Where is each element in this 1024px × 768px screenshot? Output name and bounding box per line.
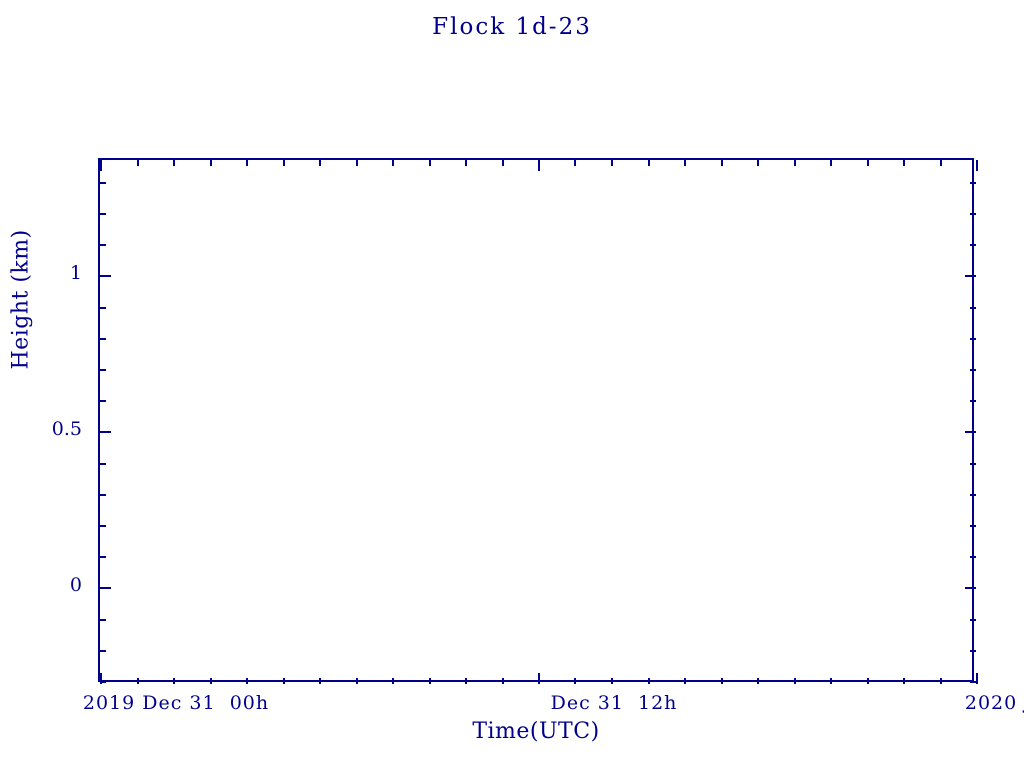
y-minor-tick (970, 338, 976, 340)
x-minor-tick (867, 160, 869, 166)
x-minor-tick (757, 160, 759, 166)
x-minor-tick (940, 678, 942, 684)
y-minor-tick (970, 369, 976, 371)
x-minor-tick (611, 160, 613, 166)
y-minor-tick (970, 619, 976, 621)
x-minor-tick (794, 160, 796, 166)
x-minor-tick (757, 678, 759, 684)
x-minor-tick (611, 678, 613, 684)
x-tick-label: 2020 Jan 1 00h (964, 692, 1018, 714)
plot-frame (98, 158, 978, 684)
x-major-tick (100, 160, 102, 171)
x-minor-tick (648, 678, 650, 684)
x-minor-tick (392, 160, 394, 166)
x-minor-tick (502, 160, 504, 166)
y-minor-tick (100, 494, 106, 496)
x-tick-label: Dec 31 12h (550, 692, 678, 714)
x-minor-tick (137, 678, 139, 684)
x-minor-tick (319, 678, 321, 684)
x-minor-tick (246, 678, 248, 684)
x-axis-title: Time(UTC) (472, 719, 600, 744)
y-minor-tick (970, 650, 976, 652)
y-tick-label: 1 (69, 262, 82, 285)
y-minor-tick (100, 213, 106, 215)
x-minor-tick (429, 678, 431, 684)
y-major-tick (100, 587, 111, 589)
x-minor-tick (137, 160, 139, 166)
y-minor-tick (100, 619, 106, 621)
y-major-tick (965, 587, 976, 589)
x-minor-tick (319, 160, 321, 166)
x-minor-tick (465, 160, 467, 166)
x-minor-tick (684, 678, 686, 684)
y-major-tick (965, 275, 976, 277)
y-minor-tick (100, 182, 106, 184)
y-minor-tick (970, 307, 976, 309)
y-tick-label: 0 (69, 574, 82, 597)
x-minor-tick (246, 160, 248, 166)
x-minor-tick (283, 678, 285, 684)
y-minor-tick (970, 463, 976, 465)
x-minor-tick (684, 160, 686, 166)
x-minor-tick (429, 160, 431, 166)
y-axis-title: Height (km) (8, 229, 34, 370)
x-minor-tick (940, 160, 942, 166)
y-minor-tick (970, 525, 976, 527)
y-minor-tick (100, 338, 106, 340)
x-minor-tick (392, 678, 394, 684)
y-minor-tick (100, 463, 106, 465)
x-minor-tick (574, 160, 576, 166)
x-minor-tick (867, 678, 869, 684)
x-minor-tick (210, 678, 212, 684)
x-major-tick (100, 673, 102, 684)
x-minor-tick (721, 160, 723, 166)
x-minor-tick (465, 678, 467, 684)
x-major-tick (976, 673, 978, 684)
y-minor-tick (100, 369, 106, 371)
y-minor-tick (100, 681, 106, 683)
y-minor-tick (100, 650, 106, 652)
y-minor-tick (100, 244, 106, 246)
x-minor-tick (173, 160, 175, 166)
x-major-tick (538, 160, 540, 171)
y-minor-tick (970, 213, 976, 215)
x-minor-tick (210, 160, 212, 166)
y-minor-tick (100, 307, 106, 309)
y-minor-tick (100, 525, 106, 527)
x-minor-tick (356, 678, 358, 684)
x-minor-tick (574, 678, 576, 684)
x-minor-tick (830, 678, 832, 684)
x-minor-tick (794, 678, 796, 684)
x-tick-label: 2019 Dec 31 00h (82, 692, 270, 714)
x-minor-tick (903, 678, 905, 684)
y-minor-tick (970, 182, 976, 184)
x-major-tick (976, 160, 978, 171)
y-minor-tick (970, 681, 976, 683)
plot-canvas (100, 160, 978, 684)
y-minor-tick (100, 556, 106, 558)
y-tick-label: 0.5 (51, 418, 82, 441)
y-minor-tick (970, 244, 976, 246)
x-minor-tick (502, 678, 504, 684)
x-minor-tick (648, 160, 650, 166)
y-minor-tick (970, 400, 976, 402)
x-minor-tick (283, 160, 285, 166)
x-minor-tick (903, 160, 905, 166)
y-major-tick (100, 275, 111, 277)
y-major-tick (965, 431, 976, 433)
y-major-tick (100, 431, 111, 433)
x-major-tick (538, 673, 540, 684)
y-minor-tick (970, 494, 976, 496)
y-minor-tick (970, 556, 976, 558)
x-minor-tick (356, 160, 358, 166)
page-title: Flock 1d-23 (432, 14, 592, 40)
y-minor-tick (100, 400, 106, 402)
x-minor-tick (721, 678, 723, 684)
x-minor-tick (173, 678, 175, 684)
x-minor-tick (830, 160, 832, 166)
